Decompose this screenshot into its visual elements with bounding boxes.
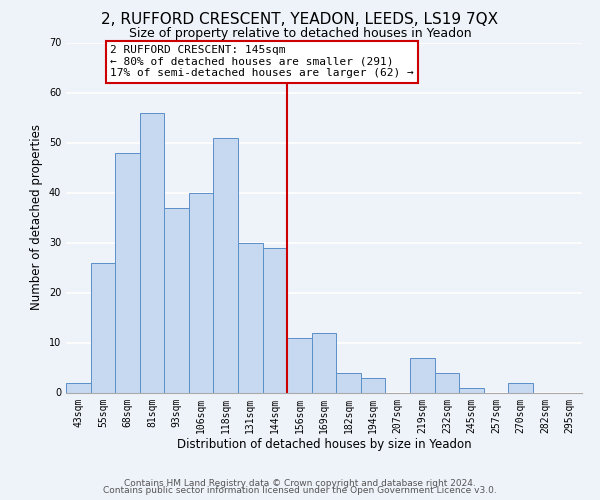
Bar bbox=[140, 112, 164, 392]
Y-axis label: Number of detached properties: Number of detached properties bbox=[30, 124, 43, 310]
Bar bbox=[115, 152, 140, 392]
Text: 2 RUFFORD CRESCENT: 145sqm
← 80% of detached houses are smaller (291)
17% of sem: 2 RUFFORD CRESCENT: 145sqm ← 80% of deta… bbox=[110, 45, 414, 78]
Bar bbox=[312, 332, 336, 392]
Bar bbox=[263, 248, 287, 392]
Bar bbox=[434, 372, 459, 392]
Text: Contains HM Land Registry data © Crown copyright and database right 2024.: Contains HM Land Registry data © Crown c… bbox=[124, 478, 476, 488]
Bar bbox=[189, 192, 214, 392]
Bar bbox=[336, 372, 361, 392]
Text: Contains public sector information licensed under the Open Government Licence v3: Contains public sector information licen… bbox=[103, 486, 497, 495]
Bar bbox=[287, 338, 312, 392]
Text: 2, RUFFORD CRESCENT, YEADON, LEEDS, LS19 7QX: 2, RUFFORD CRESCENT, YEADON, LEEDS, LS19… bbox=[101, 12, 499, 28]
Bar bbox=[66, 382, 91, 392]
Bar bbox=[459, 388, 484, 392]
Bar bbox=[214, 138, 238, 392]
Bar bbox=[91, 262, 115, 392]
Bar bbox=[361, 378, 385, 392]
Text: Size of property relative to detached houses in Yeadon: Size of property relative to detached ho… bbox=[128, 28, 472, 40]
Bar bbox=[508, 382, 533, 392]
Bar bbox=[164, 208, 189, 392]
X-axis label: Distribution of detached houses by size in Yeadon: Distribution of detached houses by size … bbox=[176, 438, 472, 451]
Bar bbox=[238, 242, 263, 392]
Bar bbox=[410, 358, 434, 392]
